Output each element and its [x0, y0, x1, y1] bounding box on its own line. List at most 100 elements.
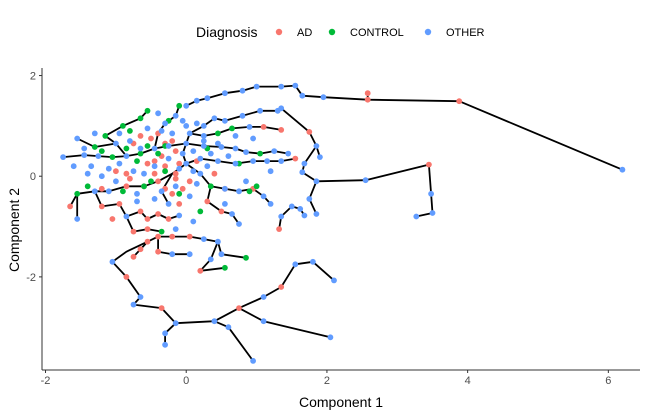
tree-edge — [294, 85, 623, 171]
legend-key-control — [328, 28, 336, 36]
legend-label-other: OTHER — [446, 27, 485, 39]
point-ad — [155, 248, 162, 255]
point-ad — [169, 138, 176, 144]
point-control — [197, 208, 204, 215]
point-other — [299, 169, 306, 176]
point-other — [313, 211, 320, 217]
y-tick-label: 0 — [30, 171, 36, 183]
point-other — [267, 201, 274, 207]
point-other — [158, 188, 165, 195]
point-ad — [211, 170, 218, 177]
point-ad — [169, 190, 176, 197]
point-ad — [176, 160, 183, 167]
point-other — [257, 107, 263, 114]
point-ad — [126, 175, 133, 182]
point-other — [81, 145, 88, 152]
point-other — [172, 183, 179, 190]
point-control — [148, 178, 154, 185]
point-ad — [144, 238, 151, 245]
point-other — [211, 318, 218, 325]
tree-edge — [157, 236, 190, 256]
point-ad — [236, 305, 242, 311]
x-tick-label: 2 — [324, 375, 330, 387]
point-other — [172, 320, 179, 327]
tree-edge — [238, 307, 331, 339]
point-ad — [278, 284, 285, 290]
point-control — [229, 125, 235, 132]
point-other — [207, 256, 214, 263]
legend-label-ad: AD — [297, 27, 312, 39]
point-other — [200, 236, 207, 243]
point-other — [183, 160, 190, 167]
point-ad — [179, 185, 186, 192]
point-other — [123, 213, 130, 220]
tree-edge — [280, 107, 321, 158]
point-other — [274, 107, 281, 114]
x-ticks: -2 0 2 4 6 — [41, 370, 611, 387]
point-ad — [137, 133, 144, 139]
point-other — [229, 211, 235, 217]
point-ad — [151, 158, 158, 165]
point-ad — [172, 148, 179, 155]
point-other — [297, 206, 304, 212]
point-other — [109, 258, 116, 265]
point-ad — [130, 253, 137, 260]
point-other — [215, 238, 221, 245]
point-other — [239, 87, 246, 94]
point-other — [123, 153, 130, 160]
point-ad — [130, 228, 137, 235]
point-other — [95, 153, 102, 160]
point-other — [84, 170, 91, 177]
point-other — [151, 163, 158, 170]
point-other — [91, 188, 98, 195]
axes-layer: -2 0 2 4 6 -2 0 2 — [26, 68, 640, 387]
point-other — [105, 188, 112, 195]
legend-title: Diagnosis — [196, 24, 257, 40]
point-control — [126, 127, 133, 134]
point-other — [301, 212, 308, 219]
point-control — [158, 228, 165, 235]
point-other — [250, 158, 256, 165]
point-control — [137, 150, 144, 157]
point-other — [98, 173, 105, 180]
legend-entries: AD CONTROL OTHER — [275, 27, 485, 39]
y-tick-label: 2 — [30, 71, 36, 83]
point-other — [413, 213, 420, 220]
point-other — [200, 143, 207, 149]
point-control — [207, 183, 214, 190]
point-other — [232, 160, 239, 167]
point-other — [183, 123, 190, 129]
point-other — [264, 158, 270, 165]
point-other — [317, 154, 323, 161]
point-control — [222, 264, 228, 271]
point-other — [190, 148, 197, 155]
point-ad — [426, 161, 432, 168]
point-ad — [155, 178, 162, 185]
point-ad — [98, 203, 105, 210]
point-other — [301, 160, 308, 167]
point-ad — [98, 185, 105, 192]
point-other — [165, 201, 172, 207]
point-other — [116, 130, 123, 137]
point-other — [313, 143, 320, 149]
point-ad — [123, 183, 130, 190]
point-other — [200, 123, 207, 129]
point-ad — [162, 163, 169, 170]
point-control — [109, 154, 116, 161]
point-ad — [155, 233, 162, 240]
point-ad — [197, 267, 204, 274]
point-ad — [278, 126, 285, 133]
point-other — [239, 112, 246, 119]
point-other — [285, 150, 292, 157]
point-other — [619, 166, 626, 173]
point-other — [113, 178, 119, 185]
point-other — [113, 140, 119, 147]
point-other — [169, 251, 176, 258]
point-other — [225, 153, 232, 160]
point-other — [165, 155, 172, 162]
point-other — [250, 135, 256, 142]
point-other — [218, 251, 225, 258]
point-other — [236, 221, 242, 227]
point-control — [257, 150, 263, 157]
